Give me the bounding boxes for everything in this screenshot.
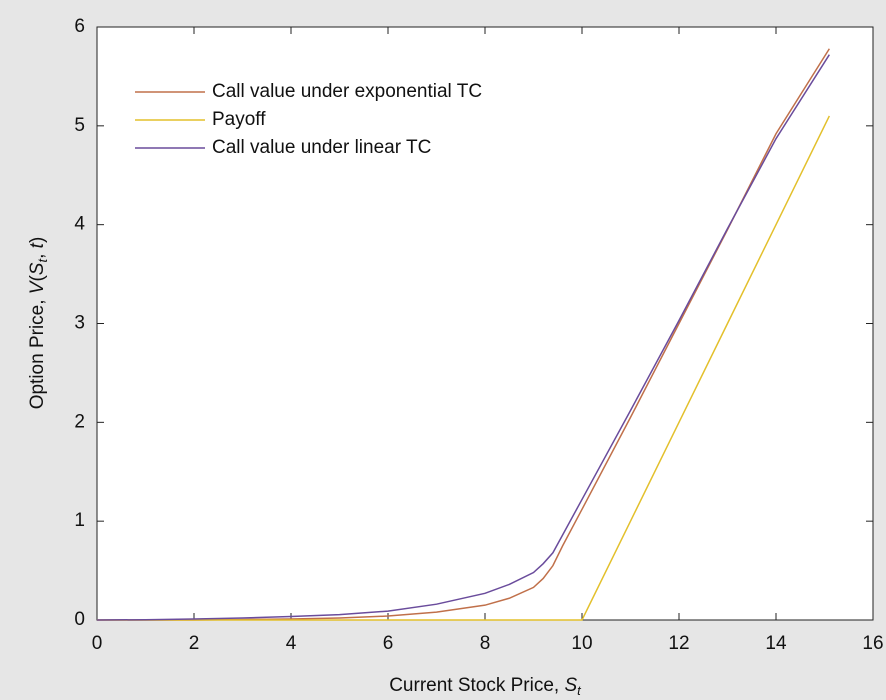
y-axis-label: Option Price, V(St, t) [27,237,50,410]
x-tick-label: 12 [668,633,689,654]
legend-label: Call value under linear TC [212,137,431,158]
y-tick-label: 2 [74,411,85,432]
x-axis-label: Current Stock Price, St [389,675,582,698]
legend-label: Call value under exponential TC [212,81,482,102]
plot-area [96,26,874,621]
series-line [97,115,831,621]
y-tick-label: 5 [74,115,85,136]
x-tick-label: 10 [571,633,592,654]
x-tick-label: 14 [765,633,787,654]
x-tick-label: 8 [480,633,491,654]
x-tick-label: 2 [189,633,200,654]
legend-label: Payoff [212,109,266,130]
y-tick-label: 6 [74,16,85,37]
x-tick-label: 4 [286,633,297,654]
y-tick-label: 1 [74,510,85,531]
x-tick-label: 0 [92,633,103,654]
x-tick-label: 6 [383,633,394,654]
y-tick-label: 0 [74,609,85,630]
y-tick-label: 3 [74,313,85,334]
x-tick-label: 16 [862,633,883,654]
series-line [96,54,830,621]
y-tick-label: 4 [74,214,85,235]
